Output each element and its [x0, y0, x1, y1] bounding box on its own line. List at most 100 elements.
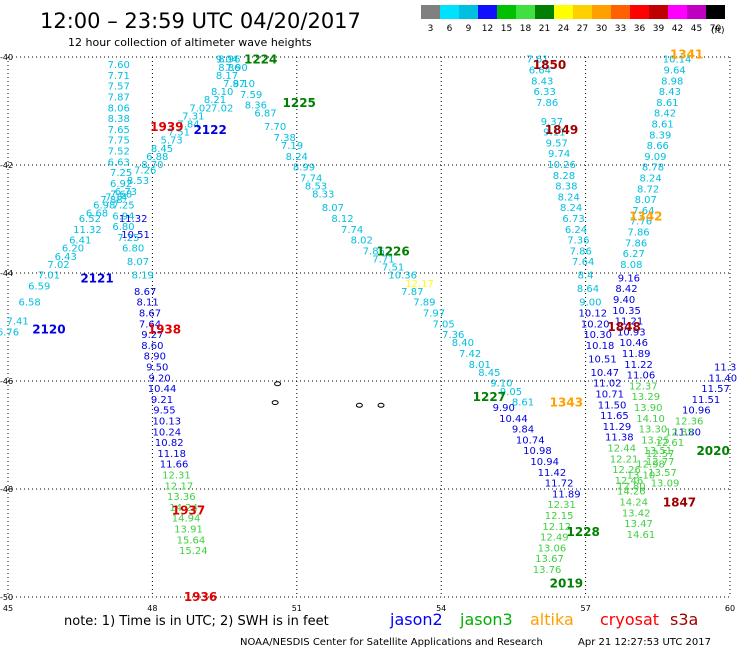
wave-height-value: 6.92: [110, 179, 132, 190]
wave-height-value: 12.31: [547, 500, 576, 511]
wave-height-value: 8.24: [639, 174, 661, 185]
wave-height-value: 7.97: [223, 79, 245, 90]
y-tick-label: -48: [0, 485, 13, 494]
wave-height-value: 13.29: [631, 392, 660, 403]
wave-height-value: 6.24: [565, 225, 587, 236]
wave-height-value: 8.06: [108, 103, 130, 114]
pass-time-label: 2019: [550, 577, 583, 591]
pass-time-label: 1939: [150, 120, 183, 134]
wave-height-value: 10.47: [591, 368, 620, 379]
wave-height-value: 6.64: [529, 66, 551, 77]
pass-time-label: 2120: [32, 323, 65, 337]
wave-height-value: 6.80: [112, 222, 134, 233]
colorbar-label: 6: [447, 24, 453, 34]
wave-height-value: 8.11: [136, 298, 158, 309]
wave-height-value: 10.98: [523, 446, 552, 457]
wave-height-value: 8.33: [312, 190, 334, 201]
wave-height-value: 8.66: [647, 141, 669, 152]
wave-height-value: 13.67: [535, 554, 564, 565]
wave-height-value: 6.63: [108, 157, 130, 168]
wave-height-value: 13.25: [641, 435, 670, 446]
wave-height-value: 14.94: [172, 514, 201, 525]
wave-height-value: 7.38: [274, 133, 296, 144]
wave-height-value: 10.30: [583, 330, 612, 341]
wave-height-value: 7.51: [168, 128, 190, 139]
colorbar-label: 27: [577, 24, 588, 34]
wave-height-value: 9.90: [493, 403, 515, 414]
wave-height-value: 11.72: [545, 479, 574, 490]
pass-time-label: 1225: [283, 96, 316, 110]
wave-height-value: 8.01: [469, 360, 491, 371]
wave-height-value: 10.93: [617, 327, 646, 338]
wave-height-value: 7.74: [300, 174, 322, 185]
wave-height-value: 6.52: [79, 214, 101, 225]
wave-height-value: 10.51: [121, 230, 150, 241]
wave-height-value: 7.68: [110, 190, 132, 201]
wave-height-value: 7.64: [632, 206, 654, 217]
wave-height-value: 7.05: [432, 319, 454, 330]
wave-height-value: 7.42: [459, 349, 481, 360]
wave-height-value: 7.02: [189, 103, 211, 114]
x-tick-label: 51: [292, 604, 302, 613]
wave-height-value: 11.89: [552, 489, 581, 500]
wave-height-value: 12.37: [629, 381, 658, 392]
island-outline: [355, 402, 363, 408]
wave-height-value: 12.98: [636, 460, 665, 471]
wave-height-value: 8.12: [331, 214, 353, 225]
wave-height-value: 8.10: [233, 79, 255, 90]
wave-height-value: 13.90: [634, 403, 663, 414]
wave-height-value: 11.38: [605, 433, 634, 444]
wave-height-value: 7.25: [110, 168, 132, 179]
wave-height-value: 10.24: [153, 427, 182, 438]
grid-lines: [7, 56, 731, 598]
pass-time-label: 1341: [670, 47, 703, 61]
wave-height-value: 7.26: [134, 165, 156, 176]
x-tick-label: 54: [436, 604, 446, 613]
y-tick-label: -50: [0, 593, 13, 602]
pass-time-label: 1342: [629, 209, 662, 223]
wave-height-value: 7.87: [401, 287, 423, 298]
wave-height-value: 14.61: [627, 530, 656, 541]
wave-height-value: 8.72: [637, 184, 659, 195]
wave-height-value: 8.40: [452, 338, 474, 349]
wave-height-value: 7.19: [281, 141, 303, 152]
wave-height-value: 6.73: [115, 187, 137, 198]
wave-height-value: 8.60: [141, 341, 163, 352]
wave-height-value: 12.17: [165, 481, 194, 492]
pass-time-label: 2122: [193, 123, 226, 137]
wave-height-value: 8.07: [635, 195, 657, 206]
wave-height-value: 10.35: [612, 306, 641, 317]
wave-height-value: 13.36: [167, 492, 196, 503]
wave-height-value: 14.10: [636, 414, 665, 425]
wave-height-value: 12.61: [656, 438, 685, 449]
colorbar-unit: (ft): [711, 26, 725, 36]
wave-height-value: 7.41: [6, 317, 28, 328]
wave-height-value: 8.21: [204, 95, 226, 106]
satellite-legend-item: jason3: [459, 610, 513, 629]
wave-height-value: 11.32: [73, 225, 102, 236]
wave-height-value: 13.30: [639, 425, 668, 436]
wave-height-value: 7.52: [108, 147, 130, 158]
wave-height-value: 8.38: [555, 182, 577, 193]
wave-height-value: 10.14: [663, 55, 692, 66]
wave-height-value: 8.96: [218, 55, 240, 66]
colorbar-swatch: [649, 5, 668, 19]
wave-height-value: 12.26: [612, 465, 641, 476]
wave-height-value: 8.07: [322, 203, 344, 214]
wave-height-value: 11.66: [160, 460, 189, 471]
pass-time-label: 1847: [663, 496, 696, 510]
wave-height-value: 11.40: [708, 373, 737, 384]
wave-height-value: 9.21: [151, 395, 173, 406]
x-tick-label: 57: [581, 604, 591, 613]
wave-height-value: 8.28: [553, 171, 575, 182]
pass-time-label: 1228: [566, 525, 599, 539]
wave-height-value: 11.89: [622, 349, 651, 360]
wave-height-value: 7.86: [625, 238, 647, 249]
island-outline: [274, 381, 282, 387]
wave-height-value: 6.73: [562, 214, 584, 225]
wave-height-value: 7.01: [38, 271, 60, 282]
wave-height-value: 9.84: [512, 425, 534, 436]
wave-height-value: 11.06: [627, 371, 656, 382]
colorbar-swatch: [611, 5, 630, 19]
y-tick-label: -46: [0, 377, 13, 386]
